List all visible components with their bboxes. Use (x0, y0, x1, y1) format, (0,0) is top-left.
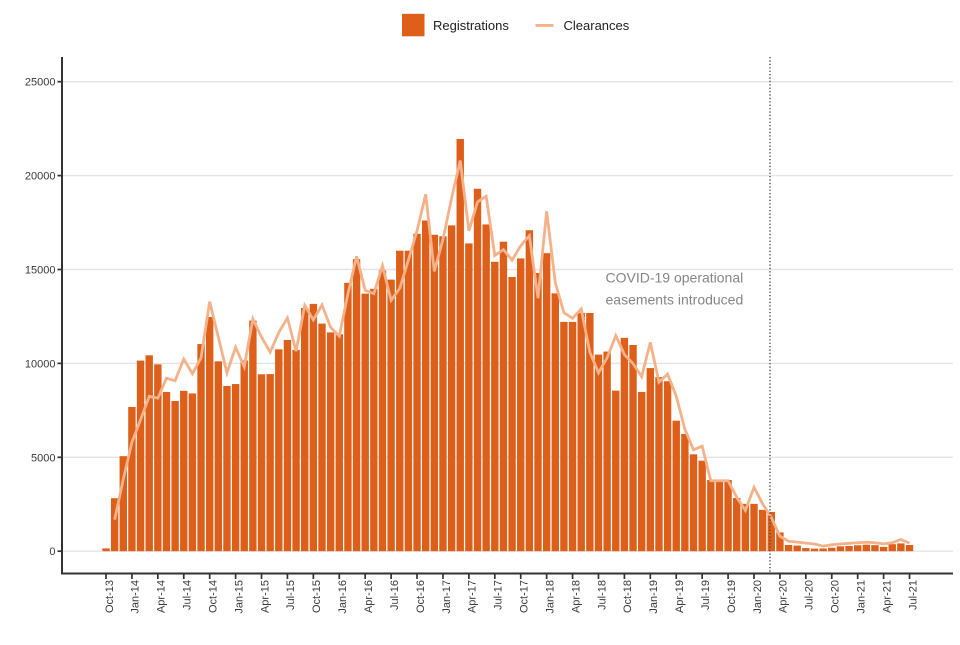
svg-text:Apr-20: Apr-20 (778, 580, 790, 613)
svg-text:Oct-14: Oct-14 (207, 580, 219, 613)
svg-text:Jan-18: Jan-18 (544, 580, 556, 614)
svg-text:Oct-19: Oct-19 (726, 580, 738, 613)
svg-text:25000: 25000 (25, 77, 56, 89)
svg-text:Apr-21: Apr-21 (881, 580, 893, 613)
svg-text:Oct-20: Oct-20 (830, 580, 842, 613)
svg-text:Registrations: Registrations (433, 18, 509, 33)
svg-text:5000: 5000 (31, 452, 55, 464)
svg-text:Apr-15: Apr-15 (259, 580, 271, 613)
svg-text:Oct-13: Oct-13 (104, 580, 116, 613)
svg-text:Jan-17: Jan-17 (441, 580, 453, 614)
svg-text:Jan-21: Jan-21 (855, 580, 867, 614)
svg-text:Oct-18: Oct-18 (622, 580, 634, 613)
svg-text:easements introduced: easements introduced (606, 291, 744, 307)
svg-text:Apr-17: Apr-17 (467, 580, 479, 613)
svg-text:Apr-16: Apr-16 (363, 580, 375, 613)
svg-text:Apr-19: Apr-19 (674, 580, 686, 613)
svg-text:Jul-21: Jul-21 (907, 580, 919, 610)
svg-text:COVID-19 operational: COVID-19 operational (606, 269, 744, 285)
svg-text:Jul-16: Jul-16 (389, 580, 401, 610)
svg-text:Clearances: Clearances (564, 18, 630, 33)
svg-text:Jan-15: Jan-15 (233, 580, 245, 614)
svg-text:15000: 15000 (25, 265, 56, 277)
svg-text:Jul-18: Jul-18 (596, 580, 608, 610)
svg-text:Oct-16: Oct-16 (415, 580, 427, 613)
svg-text:Jul-14: Jul-14 (182, 580, 194, 610)
svg-text:20000: 20000 (25, 171, 56, 183)
svg-text:Jul-15: Jul-15 (285, 580, 297, 610)
svg-text:Jul-17: Jul-17 (493, 580, 505, 610)
svg-text:Jan-19: Jan-19 (648, 580, 660, 614)
svg-text:Jan-14: Jan-14 (130, 580, 142, 614)
svg-text:Oct-15: Oct-15 (311, 580, 323, 613)
svg-text:Jan-20: Jan-20 (752, 580, 764, 614)
svg-text:Jul-20: Jul-20 (804, 580, 816, 610)
svg-text:Apr-14: Apr-14 (156, 580, 168, 613)
svg-text:Apr-18: Apr-18 (570, 580, 582, 613)
svg-text:0: 0 (49, 546, 55, 558)
svg-text:Jan-16: Jan-16 (337, 580, 349, 614)
svg-text:10000: 10000 (25, 358, 56, 370)
svg-text:Oct-17: Oct-17 (519, 580, 531, 613)
svg-text:Jul-19: Jul-19 (700, 580, 712, 610)
